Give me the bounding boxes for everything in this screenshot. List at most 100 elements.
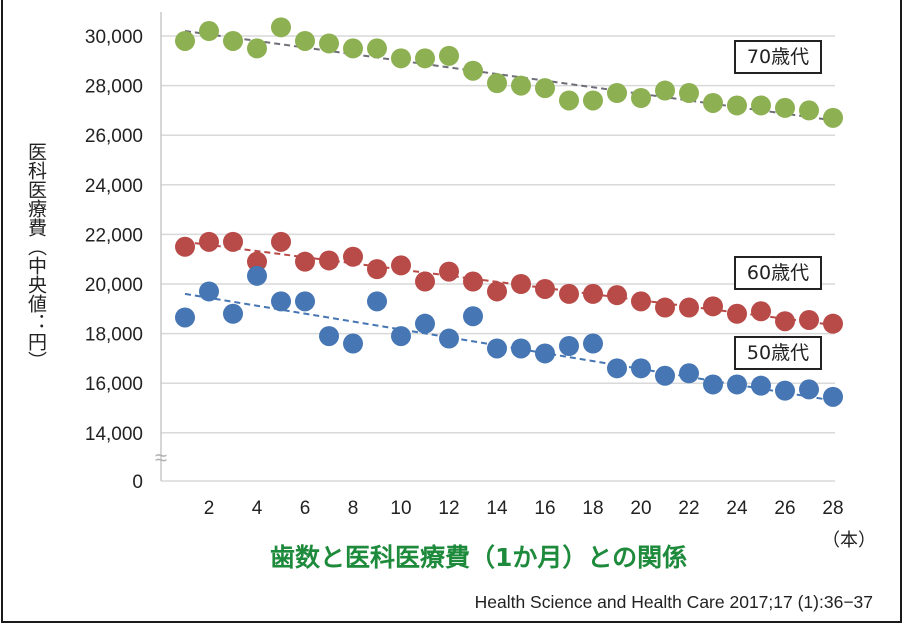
data-point [487, 73, 507, 94]
data-point [199, 231, 219, 252]
y-tick-label: 22,000 [85, 225, 143, 246]
data-point [271, 231, 291, 252]
data-point [439, 328, 459, 349]
x-tick-label: 8 [348, 498, 359, 519]
data-point [679, 297, 699, 318]
y-tick-label: 28,000 [85, 77, 143, 98]
data-point [247, 38, 267, 59]
data-point [583, 90, 603, 111]
data-point [367, 259, 387, 280]
y-tick-label: 20,000 [85, 275, 143, 296]
data-point [391, 326, 411, 347]
x-tick-label: 22 [678, 498, 699, 519]
data-point [679, 363, 699, 384]
data-point [583, 333, 603, 354]
x-tick-label: 12 [438, 498, 459, 519]
data-point [799, 309, 819, 330]
data-point [175, 30, 195, 51]
data-point [535, 278, 555, 299]
y-axis-label: 医科医療費（中央値：円） [25, 142, 47, 370]
data-point [271, 17, 291, 38]
data-point [799, 100, 819, 121]
x-tick-label: 16 [534, 498, 555, 519]
x-tick-label: 24 [726, 498, 748, 519]
x-tick-labels: 2 4 6 8 10 12 14 16 18 20 22 24 26 28 [204, 498, 844, 519]
data-point [703, 92, 723, 113]
data-point [391, 48, 411, 69]
data-point [775, 380, 795, 401]
data-point [511, 338, 531, 359]
x-tick-label: 2 [204, 498, 215, 519]
data-point [511, 75, 531, 96]
data-point [751, 375, 771, 396]
data-point [799, 379, 819, 400]
y-tick-label: 14,000 [85, 424, 143, 445]
y-tick-label: 16,000 [85, 374, 143, 395]
data-point [559, 283, 579, 304]
chart-title: 歯数と医科医療費（1か月）との関係 [270, 543, 688, 572]
data-point [415, 271, 435, 292]
data-point [511, 274, 531, 294]
data-point [343, 333, 363, 354]
data-point [175, 307, 195, 328]
data-point [295, 30, 315, 51]
trend-line [184, 30, 834, 122]
data-point [823, 107, 843, 128]
x-tick-label: 20 [630, 498, 651, 519]
data-point [199, 281, 219, 302]
data-point [295, 291, 315, 312]
data-point [175, 236, 195, 257]
data-point [607, 285, 627, 306]
data-point [607, 83, 627, 104]
data-point [559, 336, 579, 356]
trend-line [184, 240, 834, 326]
data-point [415, 48, 435, 69]
y-tick-label: 18,000 [85, 325, 143, 346]
data-point [751, 301, 771, 322]
x-tick-label: 6 [300, 498, 311, 519]
data-point [679, 83, 699, 104]
data-point [631, 291, 651, 312]
source-citation: Health Science and Health Care 2017;17 (… [474, 592, 873, 612]
y-tick-label: 0 [132, 472, 143, 493]
data-point [199, 21, 219, 42]
data-point [487, 281, 507, 302]
data-point [631, 88, 651, 108]
y-tick-label: 26,000 [85, 126, 143, 147]
data-point [655, 297, 675, 318]
data-point [223, 231, 243, 252]
data-point [463, 306, 483, 327]
data-point [751, 95, 771, 116]
x-tick-label: 4 [252, 498, 263, 519]
data-point [487, 338, 507, 359]
data-point [391, 255, 411, 276]
axes: ≈ [155, 12, 167, 481]
trend-lines [184, 30, 834, 402]
data-point [247, 265, 267, 286]
data-point [655, 365, 675, 386]
data-point [295, 251, 315, 272]
axis-break-icon: ≈ [155, 445, 167, 470]
data-point [703, 296, 723, 317]
data-point [775, 311, 795, 332]
data-point [223, 303, 243, 324]
legend-label-50s: 50歳代 [734, 336, 822, 370]
data-point [727, 374, 747, 395]
data-point [535, 343, 555, 364]
data-point [535, 78, 555, 99]
data-point [703, 374, 723, 395]
data-point [247, 251, 267, 272]
data-point [367, 38, 387, 59]
data-point [775, 97, 795, 118]
data-point [583, 283, 603, 304]
data-points [175, 17, 843, 407]
x-tick-label: 14 [486, 498, 508, 519]
data-point [223, 30, 243, 51]
data-point [463, 271, 483, 292]
data-point [727, 303, 747, 324]
data-point [655, 80, 675, 101]
data-point [823, 386, 843, 407]
data-point [343, 246, 363, 267]
data-point [439, 261, 459, 282]
